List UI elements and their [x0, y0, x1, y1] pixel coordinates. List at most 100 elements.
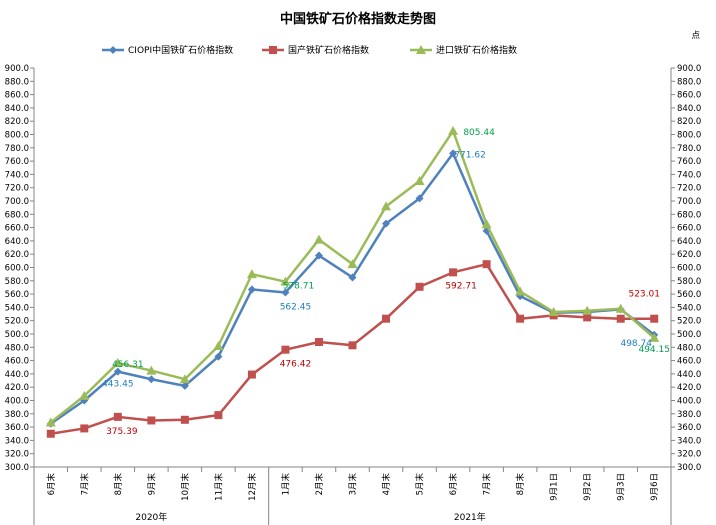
legend-label: CIOPI中国铁矿石价格指数 — [128, 44, 233, 56]
y-tick-label-right: 840.0 — [677, 104, 701, 114]
y-tick-label-right: 440.0 — [677, 370, 701, 380]
data-point-triangle — [45, 417, 56, 427]
y-tick-label-left: 820.0 — [5, 117, 29, 127]
y-tick-label-right: 620.0 — [677, 250, 701, 260]
data-point-diamond — [214, 352, 223, 361]
y-tick-label-right: 360.0 — [677, 423, 701, 433]
y-tick-label-left: 700.0 — [5, 197, 29, 207]
data-point-triangle — [381, 201, 392, 211]
data-point-square — [449, 268, 458, 277]
y-tick-label-left: 760.0 — [5, 157, 29, 167]
data-point-triangle — [649, 332, 660, 342]
data-point-triangle — [448, 125, 459, 135]
y-tick-label-right: 860.0 — [677, 91, 701, 101]
y-tick-label-left: 420.0 — [5, 383, 29, 393]
unit-label: 点 — [691, 31, 700, 41]
data-point-diamond — [180, 381, 189, 390]
x-tick-label: 9月6日 — [650, 473, 660, 501]
series-0 — [46, 149, 659, 428]
data-point-diamond — [449, 149, 458, 158]
data-point-triangle — [280, 276, 291, 286]
data-point-triangle — [414, 176, 425, 186]
data-point-diamond — [314, 251, 323, 260]
y-tick-label-left: 660.0 — [5, 224, 29, 234]
data-point-diamond — [113, 367, 122, 376]
y-tick-label-right: 720.0 — [677, 184, 701, 194]
data-point-diamond — [348, 273, 357, 282]
y-tick-label-right: 420.0 — [677, 383, 701, 393]
x-tick-label: 3月末 — [348, 473, 359, 496]
data-point-triangle — [313, 234, 324, 244]
y-tick-label-left: 360.0 — [5, 423, 29, 433]
data-point-triangle — [112, 358, 123, 368]
data-label: 494.15 — [638, 345, 670, 355]
x-tick-label: 4月末 — [381, 473, 392, 496]
x-tick-label: 9月3日 — [617, 473, 627, 501]
x-tick-label: 7月末 — [482, 473, 493, 496]
y-tick-label-left: 860.0 — [5, 91, 29, 101]
x-tick-label: 9月1日 — [550, 473, 560, 501]
x-tick-label: 9月末 — [146, 473, 157, 496]
y-tick-label-left: 640.0 — [5, 237, 29, 247]
x-tick-label: 8月末 — [515, 473, 526, 496]
y-tick-label-right: 320.0 — [677, 450, 701, 460]
y-tick-label-left: 560.0 — [5, 290, 29, 300]
y-tick-label-right: 340.0 — [677, 436, 701, 446]
y-tick-label-left: 840.0 — [5, 104, 29, 114]
data-point-diamond — [109, 46, 117, 54]
y-tick-label-left: 800.0 — [5, 131, 29, 141]
x-tick-label: 6月末 — [448, 473, 459, 496]
data-point-triangle — [548, 307, 559, 317]
data-point-square — [269, 46, 277, 54]
y-tick-label-right: 500.0 — [677, 330, 701, 340]
data-label: 578.71 — [283, 282, 315, 292]
y-tick-label-right: 640.0 — [677, 237, 701, 247]
y-tick-label-right: 700.0 — [677, 197, 701, 207]
data-label: 443.45 — [102, 380, 134, 390]
data-point-square — [616, 314, 625, 323]
x-tick-label: 2月末 — [314, 473, 325, 496]
x-tick-label: 8月末 — [113, 473, 124, 496]
data-point-square — [147, 416, 156, 425]
data-point-diamond — [247, 285, 256, 294]
x-tick-label: 5月末 — [415, 473, 426, 496]
data-point-diamond — [382, 219, 391, 228]
y-tick-label-right: 820.0 — [677, 117, 701, 127]
y-tick-label-left: 460.0 — [5, 357, 29, 367]
y-tick-label-left: 440.0 — [5, 370, 29, 380]
data-label: 771.62 — [454, 150, 486, 160]
data-point-square — [650, 314, 659, 323]
x-tick-label: 12月末 — [247, 473, 258, 501]
legend-item: CIOPI中国铁矿石价格指数 — [102, 44, 233, 56]
data-label: 523.01 — [628, 290, 660, 300]
data-point-triangle — [79, 390, 90, 400]
data-point-square — [180, 415, 189, 424]
legend-label: 国产铁矿石价格指数 — [288, 44, 369, 56]
y-tick-label-left: 720.0 — [5, 184, 29, 194]
legend-item: 国产铁矿石价格指数 — [262, 44, 369, 56]
y-tick-label-left: 340.0 — [5, 436, 29, 446]
data-point-square — [46, 429, 55, 438]
data-point-diamond — [281, 288, 290, 297]
y-tick-label-left: 380.0 — [5, 410, 29, 420]
y-tick-label-left: 400.0 — [5, 397, 29, 407]
y-tick-label-right: 400.0 — [677, 397, 701, 407]
series-line — [50, 152, 655, 425]
y-tick-label-right: 580.0 — [677, 277, 701, 287]
y-tick-label-right: 880.0 — [677, 77, 701, 87]
data-point-triangle — [481, 219, 492, 229]
data-point-square — [80, 424, 89, 433]
data-point-square — [516, 314, 525, 323]
data-labels: 443.45 562.45 771.62 498.74 375.39 476.42 592.… — [102, 128, 670, 437]
data-label: 375.39 — [106, 427, 138, 437]
legend: CIOPI中国铁矿石价格指数 国产铁矿石价格指数 进口铁矿石价格指数 — [102, 44, 517, 56]
data-label: 805.44 — [463, 128, 495, 138]
y-tick-label-left: 900.0 — [5, 64, 29, 74]
data-point-triangle — [515, 286, 526, 296]
data-point-square — [214, 411, 223, 420]
data-label: 592.71 — [445, 281, 477, 291]
series-layer — [45, 125, 660, 438]
y-tick-label-right: 760.0 — [677, 157, 701, 167]
y-tick-label-right: 660.0 — [677, 224, 701, 234]
